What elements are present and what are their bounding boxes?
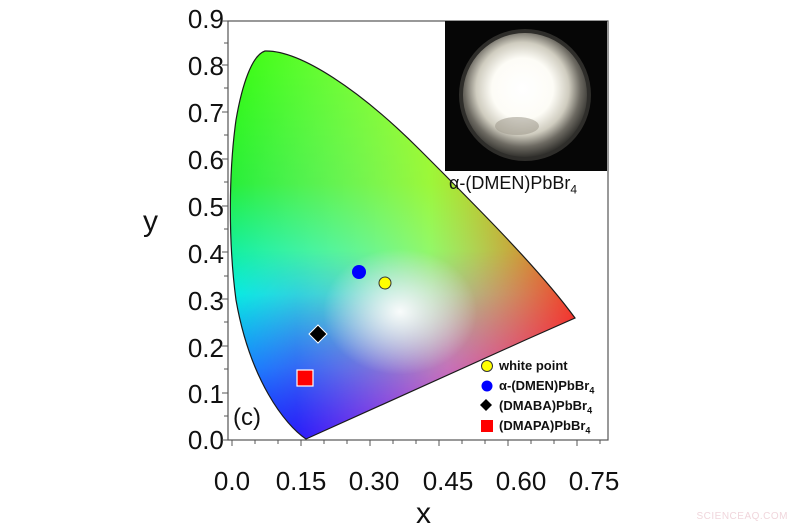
emission-photo-image [445,21,607,171]
data-point-dmapa [296,369,314,387]
data-point-dmen [352,265,366,279]
y-tick-0.5: 0.5 [187,192,224,222]
legend-marker-dmaba [480,399,492,411]
data-point-white-point [378,276,392,290]
y-tick-0.7: 0.7 [187,98,224,128]
watermark: SCIENCEAQ.COM [696,511,788,522]
y-tick-0.0: 0.0 [187,425,224,455]
x-tick-0.15: 0.15 [275,466,327,496]
legend-subscript: 4 [589,385,595,396]
x-tick-0.30: 0.30 [348,466,400,496]
data-point-dmaba [308,324,328,344]
legend-subscript: 4 [587,405,593,416]
y-tick-0.3: 0.3 [187,286,224,316]
x-tick-0.75: 0.75 [568,466,620,496]
y-tick-0.1: 0.1 [187,379,224,409]
legend-item-dmen: α-(DMEN)PbBr4 [499,378,594,396]
x-tick-0.0: 0.0 [213,466,251,496]
y-tick-0.9: 0.9 [187,4,224,34]
legend-marker-dmapa [481,420,493,432]
y-axis-title: y [143,205,158,238]
y-tick-0.8: 0.8 [187,51,224,81]
inset-caption-text: α-(DMEN)PbBr [449,173,571,193]
x-tick-0.60: 0.60 [495,466,547,496]
legend-label: (DMABA)PbBr [499,398,588,413]
legend-item-dmaba: (DMABA)PbBr4 [499,398,592,416]
legend-marker-white-point [481,360,493,372]
legend-item-dmapa: (DMAPA)PbBr4 [499,418,590,436]
legend-label: (DMAPA)PbBr [499,418,586,433]
panel-label: (c) [233,404,261,431]
legend-label: α-(DMEN)PbBr [499,378,590,393]
inset-photo [445,21,607,171]
y-tick-0.4: 0.4 [187,239,224,269]
inset-caption: α-(DMEN)PbBr4 [449,173,577,197]
legend-label: white point [499,358,568,373]
y-tick-0.2: 0.2 [187,333,224,363]
x-tick-0.45: 0.45 [422,466,474,496]
legend-item-white-point: white point [499,358,568,373]
legend-marker-dmen [481,380,493,392]
x-axis-title: x [416,497,431,530]
legend-subscript: 4 [585,425,591,436]
y-tick-0.6: 0.6 [187,145,224,175]
inset-caption-subscript: 4 [570,182,578,197]
plot-frame [227,20,609,441]
